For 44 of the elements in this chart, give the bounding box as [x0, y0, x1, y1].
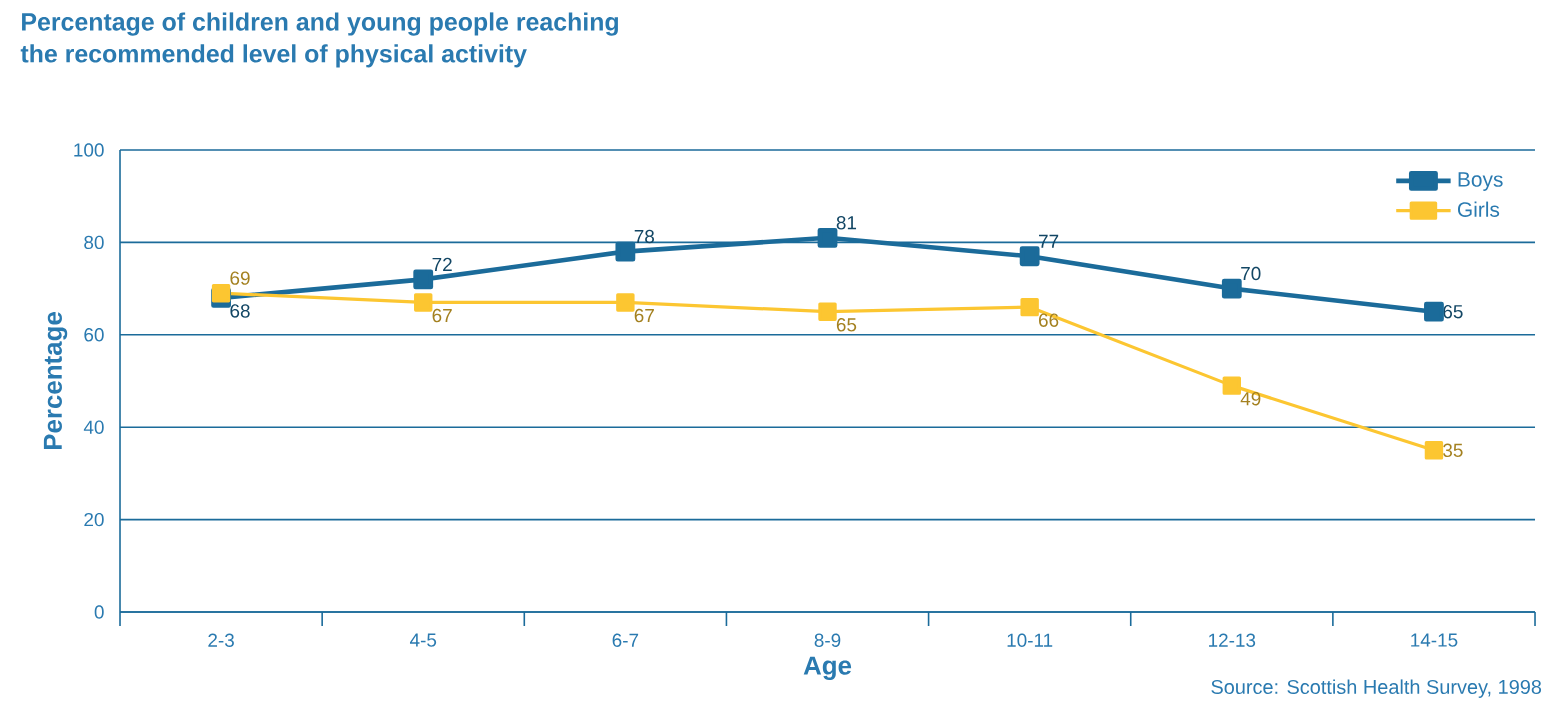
point [414, 293, 433, 312]
x-tick-label: 10-11 [1007, 633, 1053, 647]
x-tick-label: 6-7 [612, 633, 639, 647]
point [1020, 297, 1039, 317]
data-label: 72 [432, 257, 452, 271]
y-tick-label: 40 [83, 420, 104, 434]
y-tick-label: 20 [84, 512, 104, 527]
chart-title: Percentage of children and young people reaching the recommended level of physical activity [20, 12, 619, 68]
x-tick-label: 4-5 [409, 633, 437, 647]
point [413, 269, 434, 290]
point [615, 241, 636, 262]
point [211, 284, 231, 303]
data-label: 67 [634, 308, 654, 323]
data-label: 35 [1443, 443, 1463, 457]
x-tick-label: 2-3 [208, 633, 234, 647]
legend-label: Boys [1458, 172, 1503, 191]
point [1424, 441, 1444, 460]
point [817, 227, 838, 248]
point [818, 302, 837, 321]
point [1019, 246, 1040, 267]
x-axis-title: Age [803, 656, 852, 680]
x-tick-label: 12-13 [1209, 633, 1256, 647]
y-axis-title: Percentage [43, 312, 68, 450]
data-label: 66 [1039, 313, 1059, 327]
x-tick-label: 14-15 [1411, 633, 1458, 647]
point [1424, 301, 1444, 322]
x-tick-label: 8-9 [814, 633, 841, 647]
data-label: 65 [836, 318, 857, 332]
source-note: Source: Scottish Health Survey, 1998 [1211, 679, 1542, 698]
data-label: 67 [432, 308, 452, 323]
y-tick-label: 80 [84, 235, 104, 250]
y-tick-label: 0 [94, 605, 104, 619]
data-label: 69 [230, 271, 250, 285]
data-label: 49 [1240, 392, 1261, 406]
y-tick-label: 60 [84, 328, 104, 342]
legend-label: Girls [1457, 201, 1500, 217]
point [1221, 278, 1242, 299]
data-label: 68 [230, 304, 250, 318]
data-label: 81 [836, 215, 857, 230]
data-label: 78 [634, 229, 655, 244]
y-tick-label: 100 [74, 143, 104, 157]
point [616, 293, 635, 312]
point [1222, 376, 1241, 395]
data-label: 70 [1241, 266, 1261, 281]
